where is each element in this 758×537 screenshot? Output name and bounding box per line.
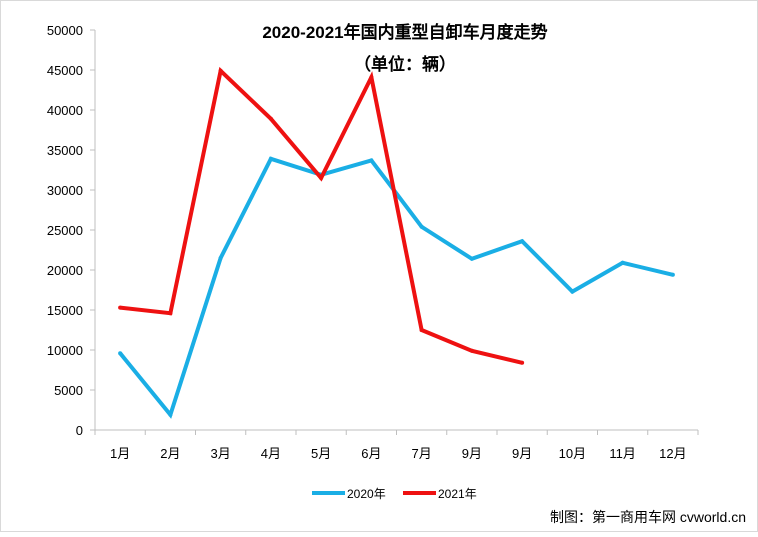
chart-title: 2020-2021年国内重型自卸车月度走势: [262, 22, 547, 42]
y-tick-label: 35000: [47, 143, 83, 158]
data-point: [520, 239, 525, 244]
y-tick-label: 10000: [47, 343, 83, 358]
data-point: [369, 75, 374, 80]
y-tick-label: 45000: [47, 63, 83, 78]
x-tick-label: 9月: [462, 446, 482, 461]
data-point: [620, 260, 625, 265]
y-tick-label: 0: [76, 423, 83, 438]
data-point: [168, 311, 173, 316]
data-point: [218, 256, 223, 260]
data-point: [419, 224, 424, 229]
credit-text: 制图：第一商用车网 cvworld.cn: [550, 509, 746, 525]
y-tick-label: 20000: [47, 263, 83, 278]
x-tick-label: 1月: [110, 446, 130, 461]
data-point: [118, 351, 123, 356]
x-tick-label: 5月: [311, 446, 331, 461]
x-tick-label: 6月: [361, 446, 381, 461]
x-tick-label: 12月: [659, 446, 686, 461]
x-tick-label: 2月: [160, 446, 180, 461]
x-tick-label: 9月: [512, 446, 532, 461]
y-tick-label: 25000: [47, 223, 83, 238]
x-tick-label: 4月: [261, 446, 281, 461]
data-point: [670, 272, 675, 277]
data-point: [268, 156, 273, 161]
data-point: [268, 116, 273, 121]
data-point: [419, 328, 424, 332]
y-tick-label: 15000: [47, 303, 83, 318]
x-tick-label: 10月: [559, 446, 586, 461]
data-point: [369, 158, 374, 163]
data-point: [218, 68, 223, 73]
x-tick-label: 7月: [412, 446, 432, 461]
y-tick-label: 40000: [47, 103, 83, 118]
data-point: [469, 256, 474, 261]
data-point: [469, 348, 474, 353]
y-tick-label: 5000: [54, 383, 83, 398]
data-point: [118, 305, 123, 310]
y-tick-label: 50000: [47, 23, 83, 38]
chart-subtitle: （单位：辆）: [354, 54, 456, 74]
x-tick-label: 3月: [211, 446, 231, 461]
data-point: [520, 360, 525, 365]
data-point: [168, 412, 173, 417]
data-point: [570, 289, 575, 294]
legend-label-2021: 2021年: [438, 487, 477, 501]
x-tick-label: 11月: [609, 446, 636, 461]
data-point: [319, 176, 324, 180]
legend: 2020年 2021年: [312, 487, 477, 501]
y-tick-label: 30000: [47, 183, 83, 198]
legend-label-2020: 2020年: [347, 487, 386, 501]
